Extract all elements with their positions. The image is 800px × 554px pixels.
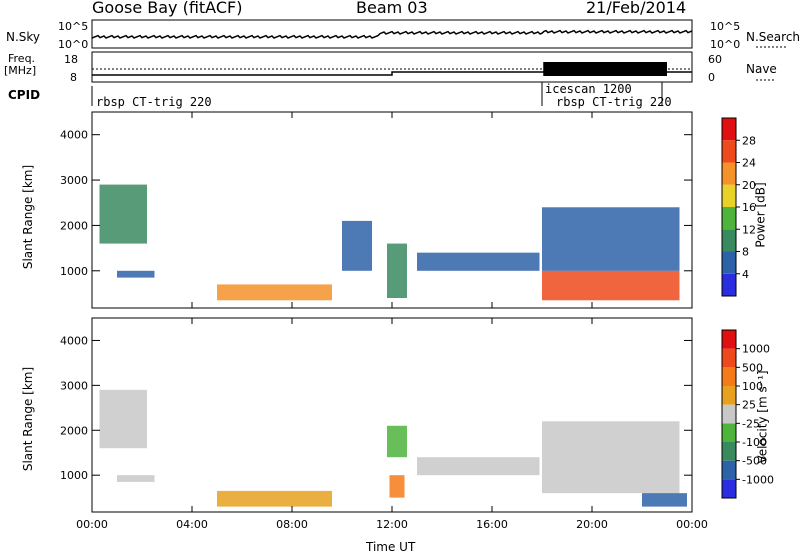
noise-axis-top: 10^5 — [58, 20, 89, 33]
noise-series-line — [91, 29, 693, 39]
colorbar-tick-label: 100 — [742, 380, 763, 393]
freq-axis-bottom: 8 — [70, 71, 77, 84]
colorbar-swatch — [722, 207, 736, 230]
colorbar-tick-label: -1000 — [742, 473, 774, 486]
freq-series-line — [92, 71, 692, 76]
nave-label: Nave — [746, 62, 777, 76]
cpid-block-label: rbsp CT-trig 220 — [96, 95, 212, 109]
colorbar-tick-label: 25 — [742, 399, 756, 412]
colorbar-tick-label: -25 — [742, 417, 760, 430]
colorbar-swatch — [722, 423, 736, 442]
y-tick-label: 4000 — [60, 334, 88, 347]
cpid-label: CPID — [8, 88, 41, 102]
colorbar-swatch — [722, 460, 736, 480]
station-title: Goose Bay (fitACF) — [92, 0, 243, 17]
cpid-block-label: icescan 1200 — [545, 82, 632, 96]
date-title: 21/Feb/2014 — [586, 0, 687, 17]
colorbar-swatch — [722, 140, 736, 163]
beam-title: Beam 03 — [356, 0, 428, 17]
range-time-cell — [417, 252, 540, 271]
y-tick-label: 1000 — [60, 265, 88, 278]
freq-axis-top: 18 — [64, 53, 78, 66]
colorbar-swatch — [722, 404, 736, 424]
range-time-cell — [542, 421, 680, 494]
colorbar-swatch — [722, 367, 736, 386]
x-tick-label: 12:00 — [376, 518, 408, 531]
colorbar-tick-label: 24 — [742, 157, 756, 170]
y-tick-label: 1000 — [60, 469, 88, 482]
y-tick-label: 4000 — [60, 129, 88, 142]
freq-axis-right-bottom: 0 — [708, 71, 715, 84]
x-tick-label: 08:00 — [276, 518, 308, 531]
nave-block — [543, 62, 667, 76]
freq-label: Freq. — [8, 52, 36, 65]
nsearch-label: N.Search — [746, 30, 800, 44]
colorbar-tick-label: 28 — [742, 134, 756, 147]
range-time-cell — [387, 243, 407, 299]
x-axis-title: Time UT — [366, 540, 416, 554]
range-time-cell — [387, 425, 407, 458]
colorbar-tick-label: 1000 — [742, 343, 770, 356]
colorbar-swatch — [722, 273, 736, 296]
range-time-cell — [217, 284, 332, 301]
range-time-cell — [99, 389, 147, 449]
colorbar-tick-label: -100 — [742, 436, 767, 449]
colorbar-swatch — [722, 348, 736, 368]
colorbar-tick-label: 12 — [742, 223, 756, 236]
y-tick-label: 3000 — [60, 379, 88, 392]
x-tick-label: 00:00 — [676, 518, 708, 531]
range-time-cell — [217, 490, 332, 507]
nsky-label: N.Sky — [6, 30, 41, 44]
colorbar-frame — [721, 329, 737, 499]
colorbar-swatch — [722, 118, 736, 141]
range-time-cell — [389, 475, 405, 498]
range-time-cell — [117, 270, 155, 278]
range-time-cell — [417, 457, 540, 476]
colorbar-tick-label: 4 — [742, 268, 749, 281]
colorbar-swatch — [722, 386, 736, 405]
colorbar-swatch — [722, 229, 736, 252]
colorbar-tick-label: 8 — [742, 246, 749, 259]
colorbar-tick-label: 500 — [742, 361, 763, 374]
cpid-block-label: rbsp CT-trig 220 — [556, 95, 672, 109]
colorbar-tick-label: -500 — [742, 455, 767, 468]
noise-panel-frame — [91, 19, 693, 49]
noise-axis-right-top: 10^5 — [710, 20, 741, 33]
colorbar-swatch — [722, 162, 736, 185]
x-tick-label: 04:00 — [176, 518, 208, 531]
noise-axis-right-bottom: 10^0 — [710, 38, 741, 51]
freq-panel-frame — [91, 51, 693, 83]
freq-unit-label: [MHz] — [4, 64, 37, 77]
range-time-cell — [117, 475, 155, 482]
colorbar-swatch — [722, 330, 736, 349]
range-time-cell — [342, 220, 372, 271]
colorbar-swatch — [722, 479, 736, 498]
x-tick-label: 16:00 — [476, 518, 508, 531]
colorbar-swatch — [722, 184, 736, 207]
range-time-cell — [542, 270, 680, 301]
range-time-cell — [99, 184, 147, 244]
y-tick-label: 2000 — [60, 219, 88, 232]
y-tick-label: 2000 — [60, 424, 88, 437]
y-tick-label: 3000 — [60, 174, 88, 187]
range-time-cell — [542, 207, 680, 271]
colorbar-tick-label: 16 — [742, 201, 756, 214]
noise-axis-bottom: 10^0 — [58, 38, 89, 51]
colorbar-swatch — [722, 251, 736, 274]
x-tick-label: 00:00 — [76, 518, 108, 531]
freq-axis-right-top: 60 — [708, 53, 722, 66]
colorbar-tick-label: 20 — [742, 179, 756, 192]
colorbar-swatch — [722, 442, 736, 461]
x-tick-label: 20:00 — [576, 518, 608, 531]
range-time-cell — [642, 493, 687, 507]
